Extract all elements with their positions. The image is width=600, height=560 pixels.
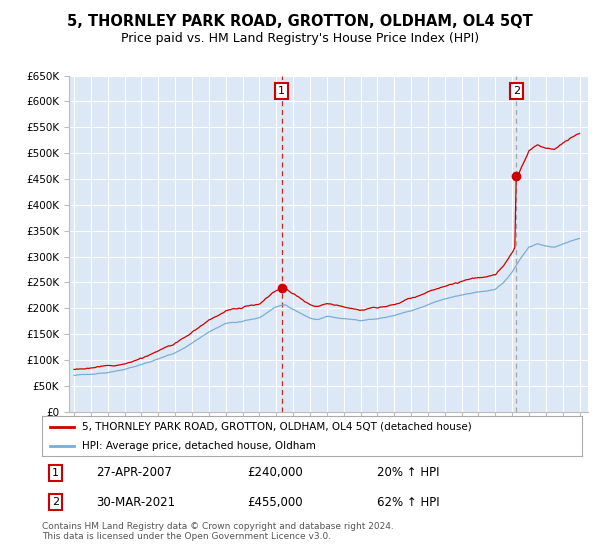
Text: 1: 1: [278, 86, 286, 96]
Text: 27-APR-2007: 27-APR-2007: [96, 466, 172, 479]
Text: 20% ↑ HPI: 20% ↑ HPI: [377, 466, 439, 479]
Text: Price paid vs. HM Land Registry's House Price Index (HPI): Price paid vs. HM Land Registry's House …: [121, 32, 479, 45]
Text: Contains HM Land Registry data © Crown copyright and database right 2024.
This d: Contains HM Land Registry data © Crown c…: [42, 522, 394, 542]
Text: 30-MAR-2021: 30-MAR-2021: [96, 496, 175, 508]
Text: 2: 2: [52, 497, 59, 507]
Text: 5, THORNLEY PARK ROAD, GROTTON, OLDHAM, OL4 5QT (detached house): 5, THORNLEY PARK ROAD, GROTTON, OLDHAM, …: [83, 422, 472, 432]
Text: 5, THORNLEY PARK ROAD, GROTTON, OLDHAM, OL4 5QT: 5, THORNLEY PARK ROAD, GROTTON, OLDHAM, …: [67, 14, 533, 29]
Text: £240,000: £240,000: [247, 466, 303, 479]
Text: £455,000: £455,000: [247, 496, 303, 508]
Text: HPI: Average price, detached house, Oldham: HPI: Average price, detached house, Oldh…: [83, 441, 316, 450]
Text: 62% ↑ HPI: 62% ↑ HPI: [377, 496, 439, 508]
Text: 2: 2: [513, 86, 520, 96]
Text: 1: 1: [52, 468, 59, 478]
